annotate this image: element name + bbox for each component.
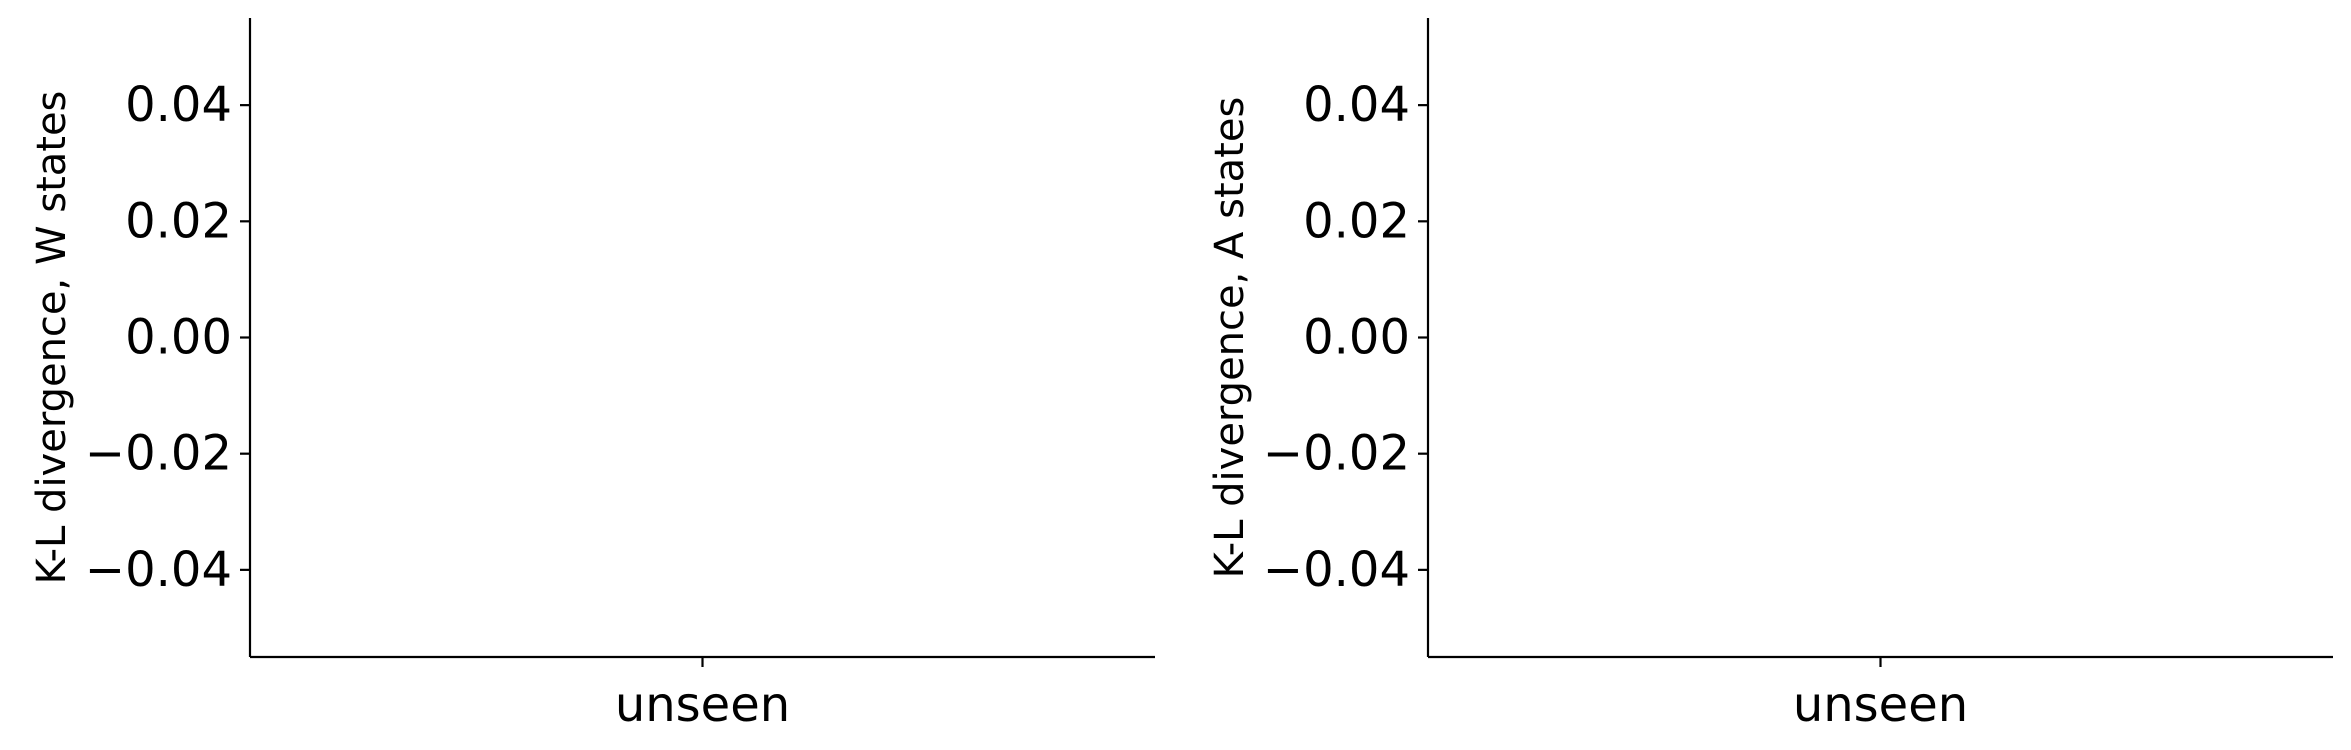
y-tick-label: 0.02 bbox=[125, 193, 232, 249]
chart-panel-a-states: −0.04 −0.02 0.00 0.02 0.04 unseen K-L divergen… bbox=[1207, 18, 2333, 733]
x-tick-label: unseen bbox=[615, 677, 790, 733]
x-tick-label: unseen bbox=[1793, 677, 1968, 733]
y-axis-label: K-L divergence, W states bbox=[29, 91, 75, 585]
y-tick-label: 0.00 bbox=[1303, 310, 1410, 366]
y-tick-label: 0.04 bbox=[1303, 77, 1410, 133]
chart-panel-w-states: −0.04 −0.02 0.00 0.02 0.04 unseen K-L divergen… bbox=[29, 18, 1155, 733]
y-tick-label: −0.02 bbox=[85, 426, 232, 482]
y-tick-label: 0.00 bbox=[125, 310, 232, 366]
y-tick-label: 0.02 bbox=[1303, 193, 1410, 249]
y-tick-label: −0.02 bbox=[1263, 426, 1410, 482]
y-tick-label: −0.04 bbox=[1263, 542, 1410, 598]
y-axis-label: K-L divergence, A states bbox=[1207, 97, 1253, 579]
y-tick-label: −0.04 bbox=[85, 542, 232, 598]
y-tick-label: 0.04 bbox=[125, 77, 232, 133]
